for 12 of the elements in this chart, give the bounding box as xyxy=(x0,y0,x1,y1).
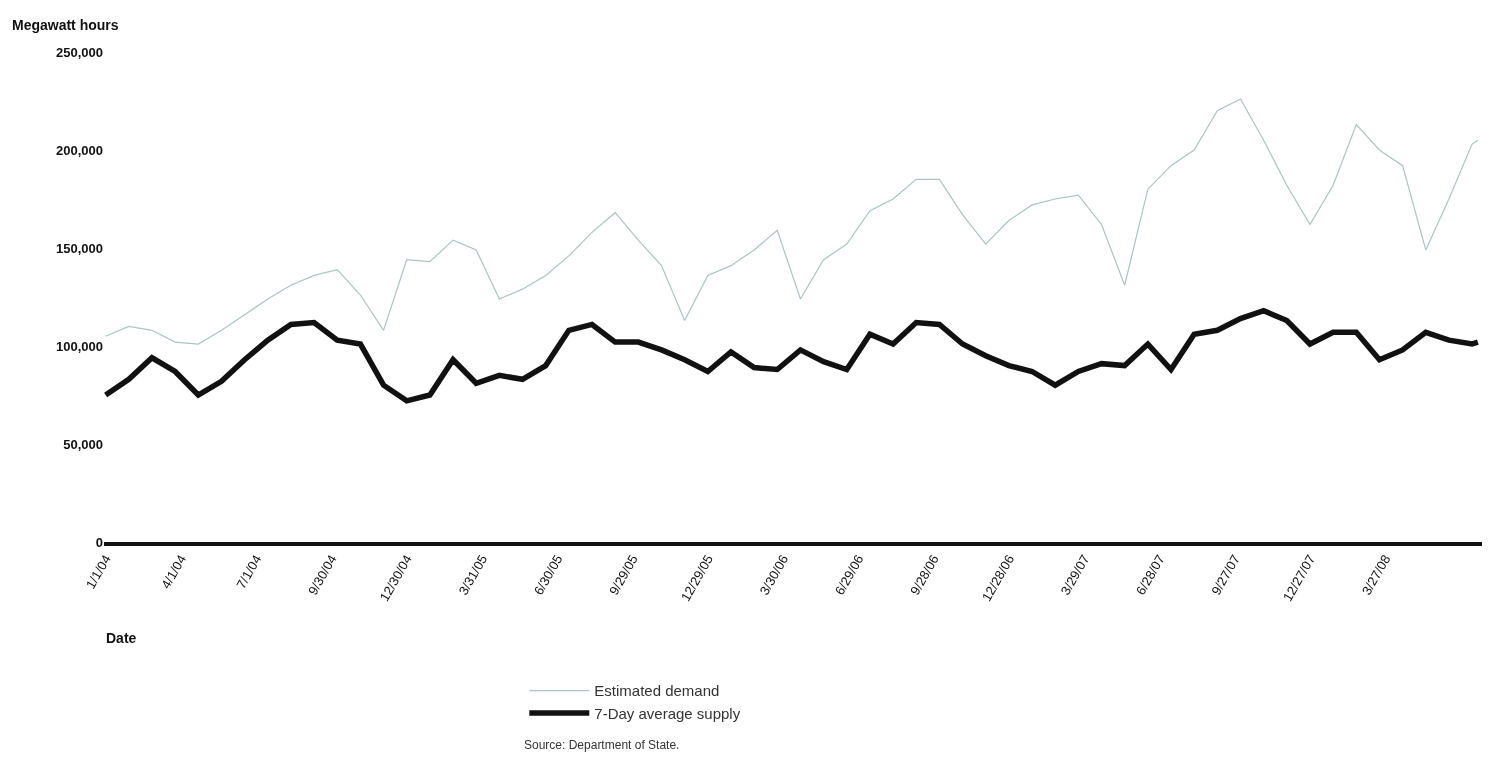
y-tick-label: 100,000 xyxy=(56,338,103,354)
y-tick-label: 50,000 xyxy=(63,436,103,452)
line-series xyxy=(105,98,1479,345)
y-tick-label: 250,000 xyxy=(56,44,103,60)
x-axis-title: Date xyxy=(106,630,137,646)
legend-label: Estimated demand xyxy=(594,682,720,700)
source-note: Source: Department of State. xyxy=(524,738,680,752)
y-tick-label: 0 xyxy=(95,534,103,550)
legend-label: 7-Day average supply xyxy=(594,704,741,722)
y-tick-label: 150,000 xyxy=(56,240,103,256)
y-tick-label: 200,000 xyxy=(56,142,103,158)
y-axis-title: Megawatt hours xyxy=(12,17,119,33)
